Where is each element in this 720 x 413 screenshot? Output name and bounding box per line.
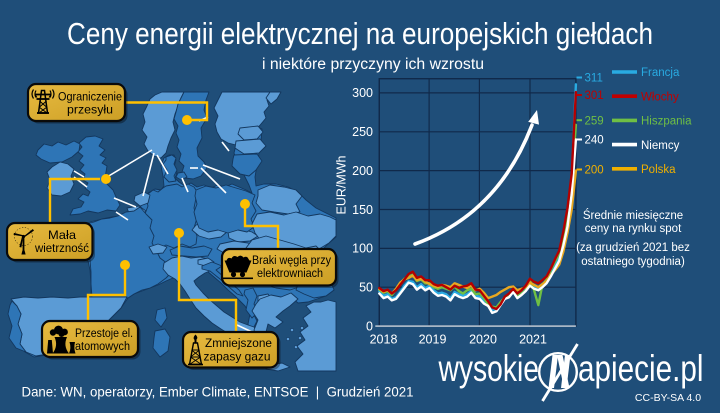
svg-text:Ceny energii elektrycznej na e: Ceny energii elektrycznej na europejskic… [67,16,653,51]
svg-text:Polska: Polska [641,164,676,176]
svg-text:atomowych: atomowych [75,339,130,353]
svg-text:Niemcy: Niemcy [641,140,680,152]
svg-text:240: 240 [585,135,604,147]
svg-text:Włochy: Włochy [641,91,679,103]
svg-text:(za grudzień 2021 bez: (za grudzień 2021 bez [576,242,690,254]
svg-text:apiecie.pl: apiecie.pl [578,348,704,389]
svg-text:150: 150 [352,203,373,217]
svg-text:przesyłu: przesyłu [67,103,113,117]
svg-text:ostatniego tygodnia): ostatniego tygodnia) [581,256,685,268]
svg-text:Zmniejszone: Zmniejszone [205,336,272,350]
svg-text:Mała: Mała [48,228,76,242]
svg-text:CC-BY-SA 4.0: CC-BY-SA 4.0 [635,392,701,404]
svg-text:EUR/MWh: EUR/MWh [335,155,349,214]
svg-text:259: 259 [585,115,604,127]
svg-text:wietrzność: wietrzność [34,241,89,255]
svg-text:2019: 2019 [419,333,447,347]
svg-text:301: 301 [585,90,604,102]
svg-text:200: 200 [585,165,604,177]
svg-text:2021: 2021 [519,333,547,347]
svg-text:311: 311 [585,73,603,85]
svg-text:i niektóre przyczyny ich wzros: i niektóre przyczyny ich wzrostu [262,56,484,73]
svg-text:250: 250 [352,125,373,139]
svg-text:0: 0 [366,319,373,333]
svg-text:wysokie: wysokie [438,348,539,389]
svg-text:Ograniczenie: Ograniczenie [58,90,122,104]
svg-text:elektrowniach: elektrowniach [257,266,323,280]
svg-text:2020: 2020 [469,333,497,347]
svg-text:zapasy gazu: zapasy gazu [204,350,271,364]
svg-text:Francja: Francja [641,67,680,79]
svg-text:ceny na rynku spot: ceny na rynku spot [585,223,682,235]
svg-text:Braki węgla przy: Braki węgla przy [252,253,332,267]
svg-text:100: 100 [352,242,373,256]
svg-text:Średnie miesięczne: Średnie miesięczne [583,209,683,222]
svg-text:Przestoje el.: Przestoje el. [75,326,133,340]
svg-text:200: 200 [352,164,373,178]
svg-text:2018: 2018 [370,333,398,347]
svg-text:Hiszpania: Hiszpania [641,116,692,128]
svg-text:300: 300 [352,86,373,100]
svg-text:50: 50 [359,281,373,295]
svg-text:Dane: WN, operatorzy, Ember Cl: Dane: WN, operatorzy, Ember Climate, ENT… [22,385,414,400]
